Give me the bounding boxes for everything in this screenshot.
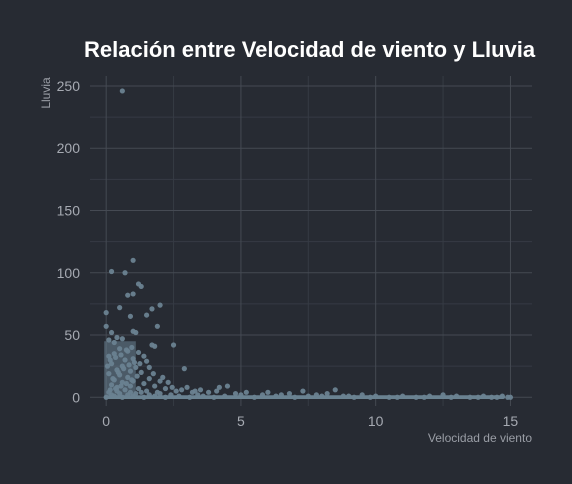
chart-title: Relación entre Velocidad de viento y Llu… (84, 37, 536, 62)
data-point (192, 388, 198, 394)
dense-points-cluster (104, 341, 136, 398)
dense-points-band (104, 395, 506, 400)
x-tick-label: 0 (102, 413, 110, 429)
data-point (169, 384, 175, 390)
data-point (332, 387, 338, 393)
data-point (224, 383, 231, 389)
x-axis-label: Velocidad de viento (428, 431, 532, 445)
x-tick-label: 10 (368, 413, 384, 429)
data-point (170, 342, 177, 348)
data-point (133, 329, 139, 336)
data-point (138, 283, 144, 290)
data-point (143, 388, 150, 394)
data-point (134, 373, 140, 379)
data-point (143, 312, 150, 318)
data-point (265, 389, 271, 395)
data-point (324, 390, 330, 397)
data-point (154, 389, 160, 395)
data-point (184, 384, 190, 390)
data-point (122, 270, 128, 276)
data-point (125, 292, 131, 298)
data-point (243, 389, 249, 395)
data-point (130, 257, 136, 263)
data-points (103, 88, 514, 400)
data-point (108, 268, 115, 275)
data-point (216, 384, 222, 390)
data-point (127, 313, 134, 319)
data-point (138, 369, 144, 375)
data-point (154, 323, 160, 329)
data-point (119, 336, 125, 342)
data-point (157, 302, 163, 308)
x-tick-label: 5 (237, 413, 245, 429)
data-point (141, 353, 147, 359)
x-tick-label: 15 (503, 413, 519, 429)
data-point (119, 88, 125, 94)
y-axis-label: Lluvia (39, 77, 53, 109)
data-point (146, 376, 152, 382)
data-point (179, 387, 185, 393)
data-point (135, 349, 142, 356)
data-point (114, 334, 120, 341)
y-tick-label: 0 (72, 389, 80, 405)
data-point (232, 390, 239, 397)
data-point (117, 305, 123, 311)
data-point (138, 389, 144, 395)
data-point (214, 388, 220, 394)
grid (90, 76, 532, 406)
data-point (157, 378, 163, 384)
data-point (300, 388, 306, 394)
data-point (160, 374, 166, 380)
data-point (162, 385, 169, 392)
data-point (141, 380, 147, 387)
data-point (505, 394, 511, 400)
data-point (152, 383, 158, 389)
data-point (135, 385, 142, 392)
data-point (150, 371, 156, 377)
data-point (130, 291, 136, 297)
y-tick-label: 250 (57, 78, 81, 94)
data-point (137, 361, 143, 367)
data-point (108, 329, 115, 336)
data-point (181, 366, 187, 372)
y-tick-label: 150 (57, 202, 81, 218)
data-point (173, 388, 179, 394)
data-point (149, 306, 155, 312)
data-point (197, 387, 204, 393)
data-point (205, 389, 212, 395)
y-tick-label: 50 (64, 327, 80, 343)
data-point (103, 310, 109, 316)
data-point (286, 390, 293, 397)
data-point (143, 358, 150, 364)
y-tick-label: 100 (57, 265, 81, 281)
y-tick-label: 200 (57, 140, 81, 156)
data-point (152, 343, 158, 349)
data-point (146, 364, 152, 370)
data-point (165, 379, 171, 385)
data-point (103, 323, 109, 329)
